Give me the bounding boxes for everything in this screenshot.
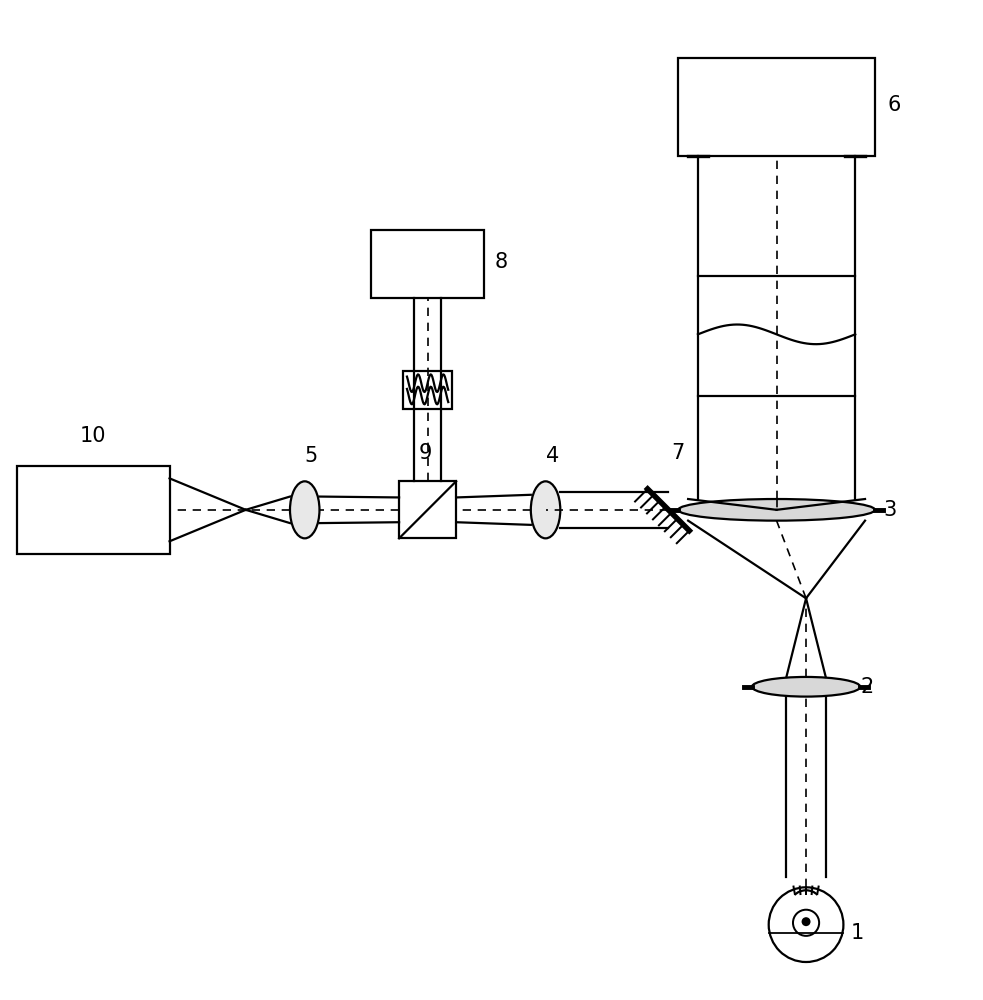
Bar (399, 481, 456, 538)
Bar (18, 466, 169, 554)
Text: 9: 9 (419, 443, 433, 463)
Text: 6: 6 (888, 95, 901, 115)
Circle shape (801, 917, 811, 926)
Ellipse shape (290, 481, 319, 538)
Circle shape (769, 887, 843, 962)
Bar (403, 371, 452, 409)
Text: 8: 8 (494, 252, 508, 272)
Text: 7: 7 (671, 443, 685, 463)
Ellipse shape (678, 499, 875, 521)
Text: 1: 1 (850, 923, 864, 943)
Text: 3: 3 (883, 500, 896, 520)
Text: 10: 10 (81, 426, 106, 446)
Ellipse shape (531, 481, 560, 538)
Ellipse shape (752, 677, 860, 697)
Text: 5: 5 (304, 446, 318, 466)
Bar (371, 230, 484, 298)
Text: 4: 4 (546, 446, 559, 466)
Circle shape (793, 910, 819, 936)
Bar (678, 58, 875, 156)
Text: 2: 2 (860, 677, 874, 697)
